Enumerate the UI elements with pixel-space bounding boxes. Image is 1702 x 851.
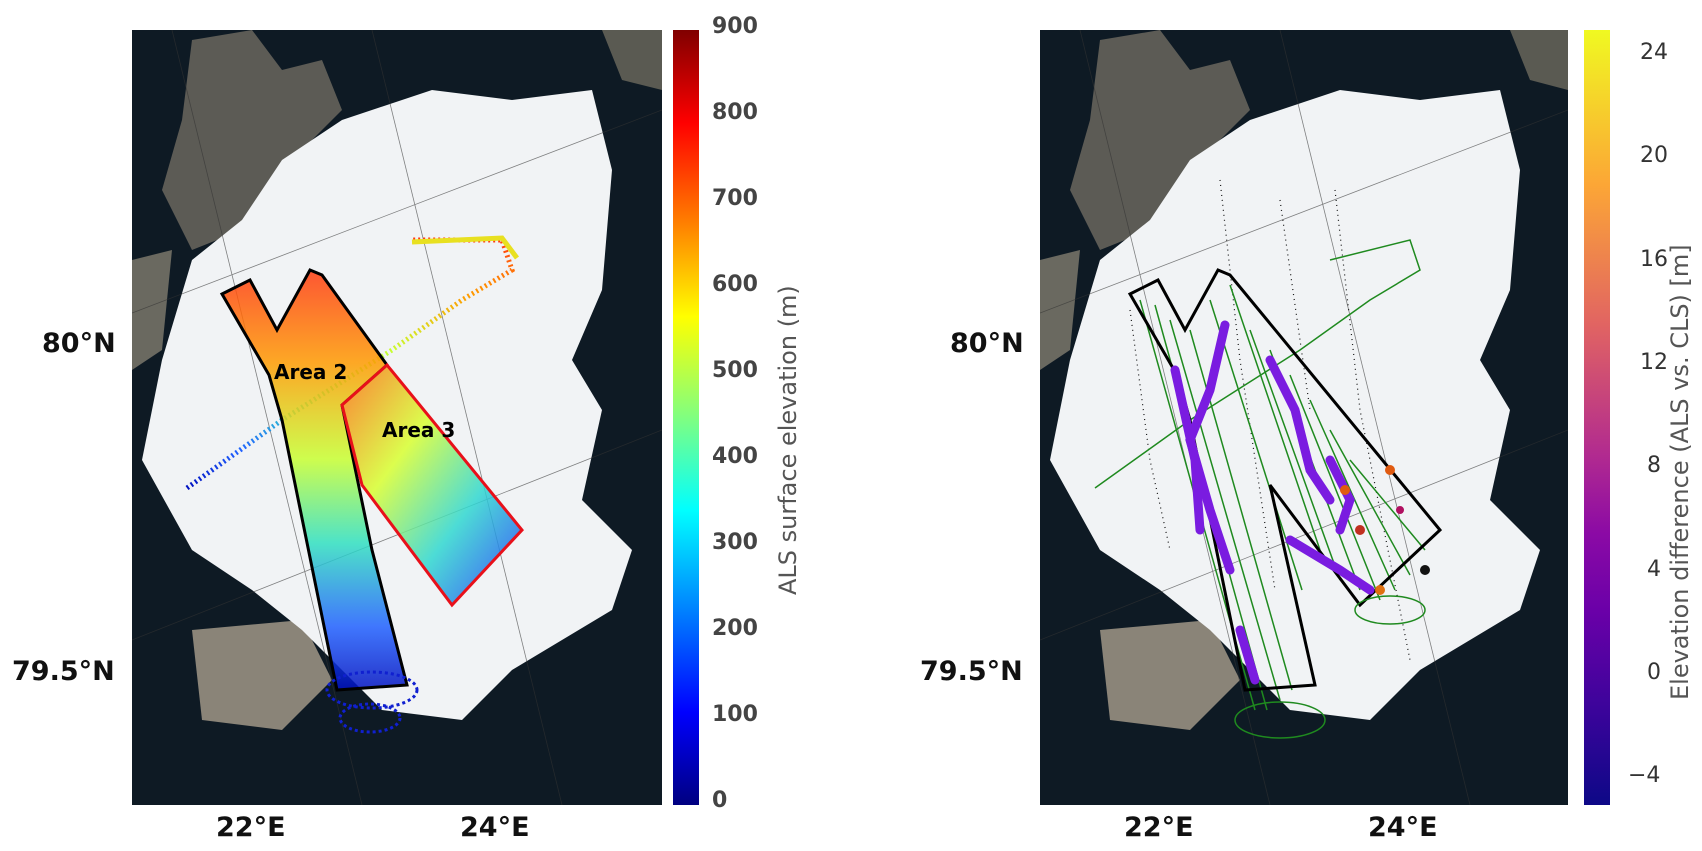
rock-land xyxy=(1510,30,1568,90)
area3-fill xyxy=(342,365,522,605)
left-lon-label-22: 22°E xyxy=(216,812,286,843)
right-colorbar xyxy=(1584,30,1610,805)
graticule xyxy=(1040,30,1568,805)
track-loop xyxy=(338,702,402,734)
rock-land xyxy=(602,30,662,90)
left-cbar-tick: 0 xyxy=(712,788,728,813)
area-2-label: Area 2 xyxy=(274,360,348,384)
rock-land xyxy=(132,250,172,370)
right-cbar-tick: 12 xyxy=(1640,350,1668,375)
rock-land xyxy=(162,30,342,250)
flight-track-top xyxy=(411,235,519,260)
left-cbar-tick: 500 xyxy=(712,358,758,383)
rock-land xyxy=(1040,250,1080,370)
right-lat-label-80: 80°N xyxy=(950,328,1024,359)
right-cbar-title: Elevation difference (ALS vs. CLS) [m] xyxy=(1666,244,1694,700)
graticule xyxy=(132,30,662,805)
rock-land xyxy=(1100,620,1240,730)
rock-land xyxy=(1070,30,1250,250)
left-cbar-tick: 900 xyxy=(712,14,758,39)
right-cbar-tick: −4 xyxy=(1628,763,1661,788)
left-cbar-tick: 600 xyxy=(712,272,758,297)
right-lat-label-79-5: 79.5°N xyxy=(920,656,1023,687)
left-cbar-tick: 400 xyxy=(712,444,758,469)
right-cbar-tick: 4 xyxy=(1647,557,1661,582)
left-cbar-tick: 100 xyxy=(712,702,758,727)
sparse-points xyxy=(1129,179,1411,661)
left-lat-label-79-5: 79.5°N xyxy=(12,656,115,687)
right-lon-label-24: 24°E xyxy=(1368,812,1438,843)
right-cbar-tick: 16 xyxy=(1640,247,1668,272)
left-cbar-tick: 700 xyxy=(712,186,758,211)
right-map-svg xyxy=(1040,30,1568,805)
area-3-label: Area 3 xyxy=(382,418,456,442)
right-lon-label-22: 22°E xyxy=(1124,812,1194,843)
difference-points xyxy=(1170,320,1375,685)
difference-hotspots xyxy=(1340,465,1430,595)
left-cbar-title: ALS surface elevation (m) xyxy=(774,285,802,595)
left-map-svg xyxy=(132,30,662,805)
left-cbar-tick: 300 xyxy=(712,530,758,555)
right-cbar-tick: 20 xyxy=(1640,143,1668,168)
left-colorbar xyxy=(673,30,699,805)
right-cbar-tick: 8 xyxy=(1647,453,1661,478)
right-cbar-tick: 24 xyxy=(1640,40,1668,65)
green-loop xyxy=(1354,595,1426,625)
area2-fill xyxy=(222,270,407,690)
rock-land xyxy=(192,620,332,730)
left-cbar-tick: 800 xyxy=(712,100,758,125)
right-map xyxy=(1040,30,1568,805)
area3-outline xyxy=(340,362,524,608)
left-lon-label-24: 24°E xyxy=(460,812,530,843)
track-loop xyxy=(325,670,419,710)
right-cbar-tick: 0 xyxy=(1647,660,1661,685)
green-loop xyxy=(1234,701,1326,739)
left-lat-label-80: 80°N xyxy=(42,328,116,359)
left-map: Area 2 Area 3 xyxy=(132,30,662,805)
left-cbar-tick: 200 xyxy=(712,616,758,641)
